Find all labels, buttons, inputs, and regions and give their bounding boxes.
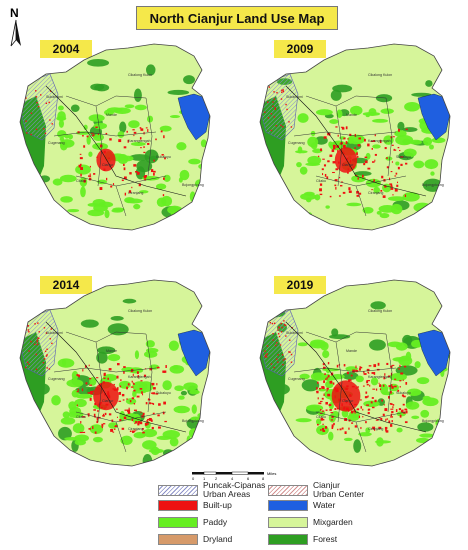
place-label: Cilaku xyxy=(316,179,326,183)
place-label: Mande xyxy=(106,349,117,353)
builtup-swatch xyxy=(158,500,198,511)
year-label-2009: 2009 xyxy=(274,40,326,58)
map-title: North Cianjur Land Use Map xyxy=(136,6,338,30)
scale-tick: 1 xyxy=(203,476,206,481)
place-label: Cianjur xyxy=(102,163,114,167)
place-label: Karangtengah xyxy=(128,375,151,379)
place-label: Mande xyxy=(346,113,357,117)
legend-label: Mixgarden xyxy=(313,517,353,527)
scale-tick: 4 xyxy=(231,476,234,481)
place-label: Cugenang xyxy=(288,141,305,145)
legend-item-dryland: Dryland xyxy=(158,534,232,545)
legend-item-mixgarden: Mixgarden xyxy=(268,517,353,528)
legend-label: Water xyxy=(313,500,336,510)
place-label: Ciranjang xyxy=(128,427,143,431)
legend-item-paddy: Paddy xyxy=(158,517,227,528)
land-use-map-2009: Cikalong Kulon Sukaresmi Cugenang Mande Kara… xyxy=(259,43,451,231)
place-label: Bojongpicung xyxy=(182,183,204,187)
place-label: Sukaresmi xyxy=(46,331,63,335)
land-use-map-2014: Cikalong Kulon Sukaresmi Cugenang Mande Kara… xyxy=(19,279,211,467)
water-swatch xyxy=(268,500,308,511)
place-label: Cikalong Kulon xyxy=(128,309,152,313)
place-label: Sukaresmi xyxy=(286,95,303,99)
place-label: Sukaresmi xyxy=(286,331,303,335)
place-label: Cianjur xyxy=(342,399,354,403)
place-label: Cugenang xyxy=(48,141,65,145)
scale-tick: 2 xyxy=(215,476,218,481)
land-use-map-2004: Cikalong Kulon Sukaresmi Cugenang Mande Kara… xyxy=(19,43,211,231)
legend-label: Paddy xyxy=(203,517,228,527)
legend: Puncak-Cipanas Urban Areas Cianjur Urban… xyxy=(158,481,398,547)
scale-tick: 8 xyxy=(262,476,265,481)
place-label: Karangtengah xyxy=(368,375,391,379)
year-label-2004: 2004 xyxy=(40,40,92,58)
legend-label: Puncak-Cipanas Urban Areas xyxy=(203,480,266,499)
place-label: Sukaluyu xyxy=(156,155,171,159)
place-label: Ciranjang xyxy=(128,191,143,195)
place-label: Cikalong Kulon xyxy=(128,73,152,77)
forest-swatch xyxy=(268,534,308,545)
puncak-swatch xyxy=(158,484,198,496)
legend-label: Dryland xyxy=(203,534,233,544)
place-label: Ciranjang xyxy=(368,191,383,195)
place-label: Bojongpicung xyxy=(422,419,444,423)
place-label: Cugenang xyxy=(48,377,65,381)
legend-label: Cianjur Urban Center xyxy=(313,480,365,499)
legend-label: Forest xyxy=(313,534,338,544)
paddy-swatch xyxy=(158,517,198,528)
north-arrow-icon: N xyxy=(6,6,28,50)
place-label: Sukaluyu xyxy=(396,155,411,159)
place-label: Cianjur xyxy=(342,163,354,167)
place-label: Mande xyxy=(106,113,117,117)
legend-item-builtup: Built-up xyxy=(158,500,232,511)
place-label: Cilaku xyxy=(76,179,86,183)
scale-tick: 6 xyxy=(247,476,250,481)
dryland-swatch xyxy=(158,534,198,545)
place-label: Cilaku xyxy=(76,415,86,419)
year-label-2014: 2014 xyxy=(40,276,92,294)
place-label: Karangtengah xyxy=(368,139,391,143)
legend-item-cianjur: Cianjur Urban Center xyxy=(268,481,364,499)
legend-item-puncak: Puncak-Cipanas Urban Areas xyxy=(158,481,265,499)
place-label: Mande xyxy=(346,349,357,353)
scale-unit: Miles xyxy=(267,471,276,476)
place-label: Sukaluyu xyxy=(396,391,411,395)
scale-tick: 0 xyxy=(192,476,195,481)
place-label: Sukaluyu xyxy=(156,391,171,395)
land-use-map-2019: Cikalong Kulon Sukaresmi Cugenang Mande Kara… xyxy=(259,279,451,467)
place-label: Cugenang xyxy=(288,377,305,381)
mixgarden-swatch xyxy=(268,517,308,528)
place-label: Cianjur xyxy=(102,399,114,403)
place-label: Bojongpicung xyxy=(182,419,204,423)
legend-item-water: Water xyxy=(268,500,335,511)
place-label: Cikalong Kulon xyxy=(368,73,392,77)
place-label: Bojongpicung xyxy=(422,183,444,187)
place-label: Cikalong Kulon xyxy=(368,309,392,313)
cianjur-swatch xyxy=(268,484,308,496)
year-label-2019: 2019 xyxy=(274,276,326,294)
scale-bar: 0 1 2 4 6 8 Miles xyxy=(190,468,282,481)
place-label: Sukaresmi xyxy=(46,95,63,99)
legend-item-forest: Forest xyxy=(268,534,337,545)
place-label: Cilaku xyxy=(316,415,326,419)
north-label: N xyxy=(10,6,19,20)
place-label: Karangtengah xyxy=(128,139,151,143)
legend-label: Built-up xyxy=(203,500,232,510)
place-label: Ciranjang xyxy=(368,427,383,431)
